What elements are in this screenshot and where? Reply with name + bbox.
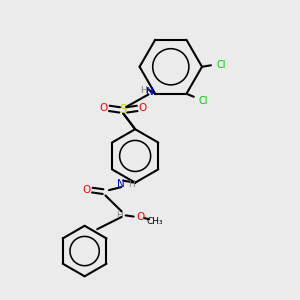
- Text: H: H: [140, 86, 146, 95]
- Text: H: H: [128, 180, 135, 189]
- Text: Cl: Cl: [217, 60, 226, 70]
- Text: O: O: [138, 103, 147, 113]
- Text: O: O: [83, 185, 91, 195]
- Text: O: O: [136, 212, 144, 223]
- Text: N: N: [117, 179, 125, 189]
- Text: CH₃: CH₃: [146, 217, 163, 226]
- Text: Cl: Cl: [198, 96, 208, 106]
- Text: O: O: [100, 103, 108, 113]
- Text: H: H: [116, 211, 123, 220]
- Text: S: S: [120, 103, 127, 116]
- Text: N: N: [146, 87, 154, 97]
